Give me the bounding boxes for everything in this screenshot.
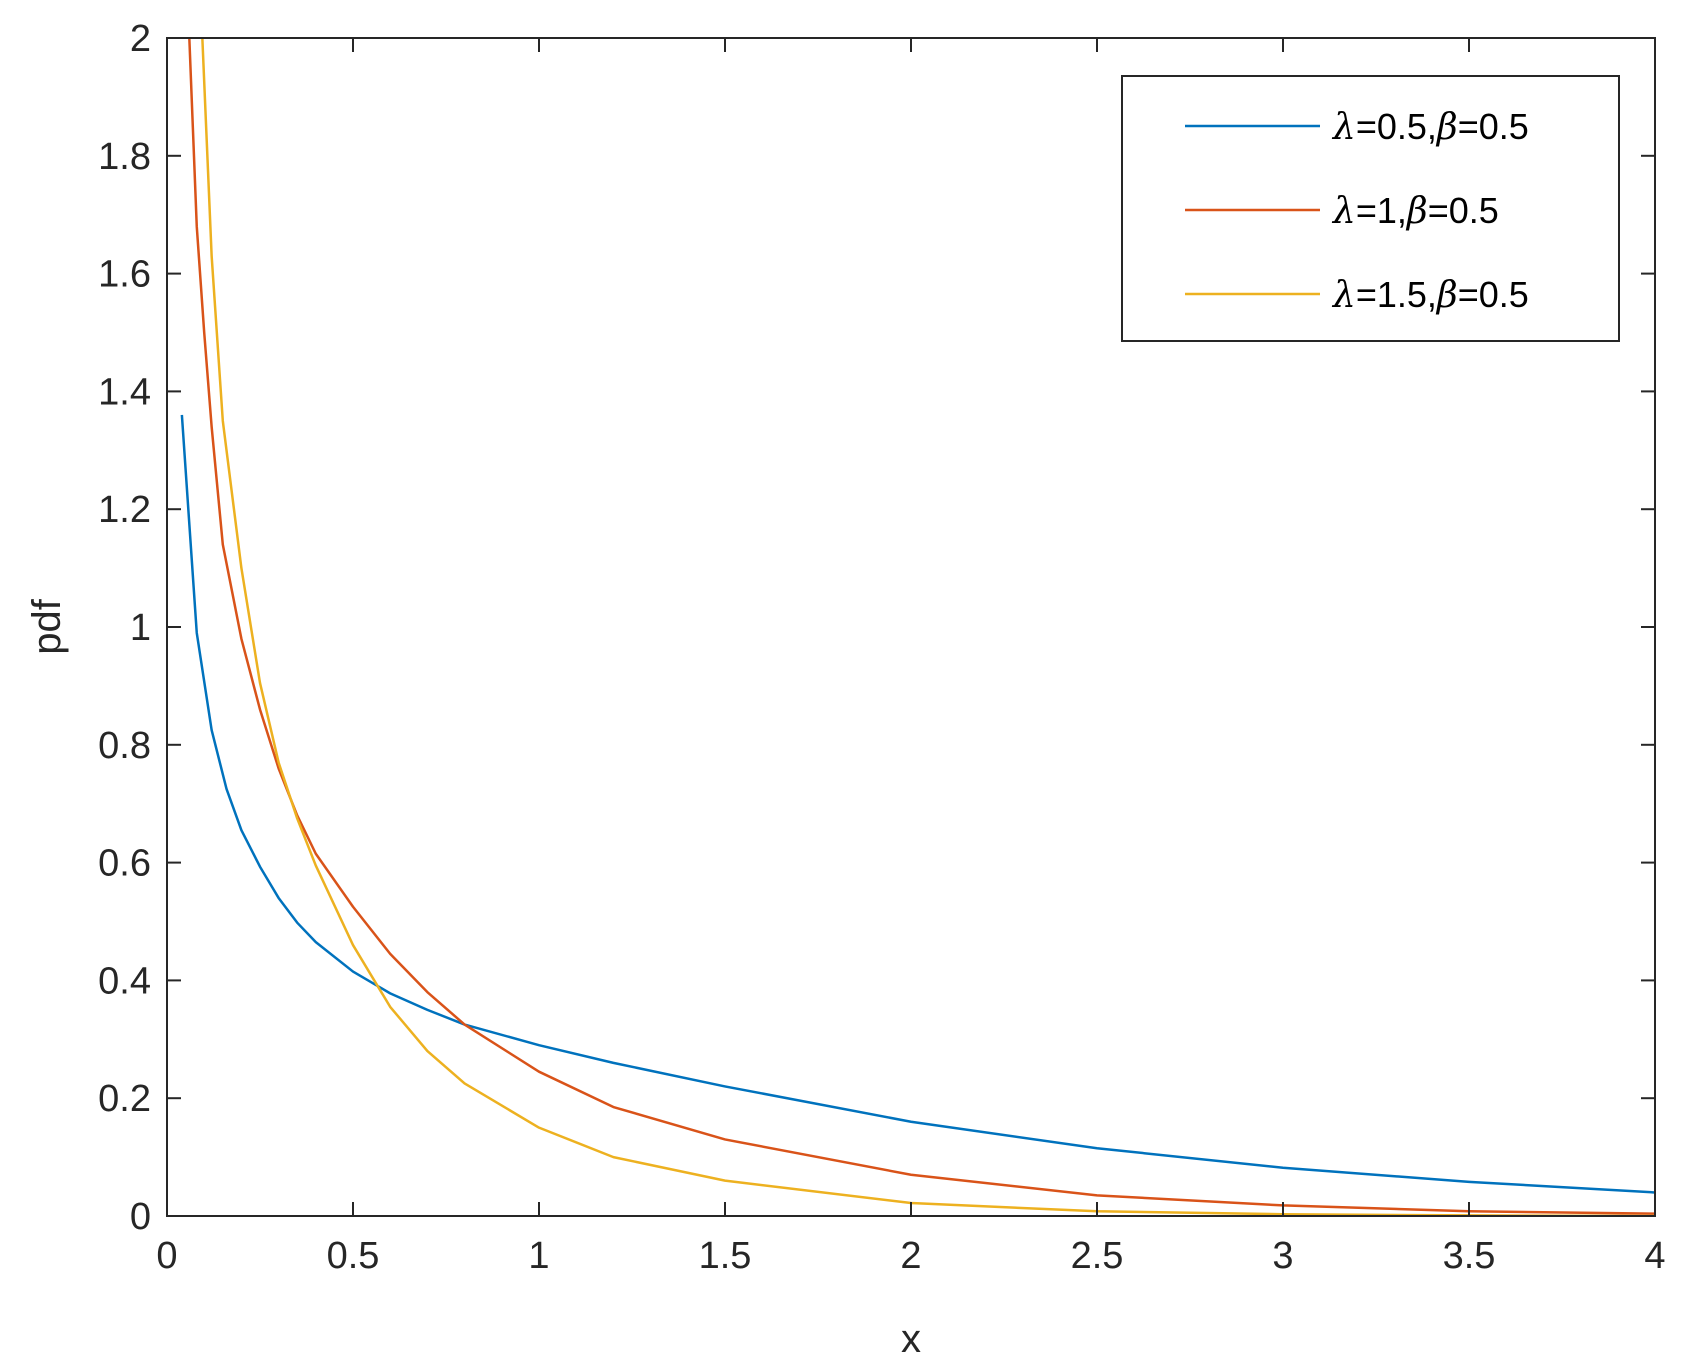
y-axis-title: pdf bbox=[25, 598, 69, 654]
x-tick-label: 4 bbox=[1644, 1235, 1665, 1277]
x-tick-label: 3.5 bbox=[1443, 1235, 1496, 1277]
x-tick-label: 2 bbox=[900, 1235, 921, 1277]
x-tick-label: 3 bbox=[1272, 1235, 1293, 1277]
y-tick-label: 1 bbox=[130, 607, 151, 649]
x-tick-label: 1 bbox=[528, 1235, 549, 1277]
series-line-3 bbox=[201, 38, 1655, 1216]
y-tick-label: 0.8 bbox=[98, 725, 151, 767]
x-tick-label: 1.5 bbox=[699, 1235, 752, 1277]
legend-label-1: λ=0.5,β=0.5 bbox=[1331, 106, 1529, 148]
y-tick-label: 2 bbox=[130, 18, 151, 60]
y-tick-label: 0 bbox=[130, 1196, 151, 1238]
x-axis-title: x bbox=[901, 1317, 921, 1361]
y-tick-label: 1.2 bbox=[98, 489, 151, 531]
series-layer bbox=[180, 38, 1655, 1216]
y-tick-label: 0.6 bbox=[98, 843, 151, 885]
legend: λ=0.5,β=0.5 λ=1,β=0.5 λ=1.5,β=0.5 bbox=[1121, 75, 1620, 342]
series-line-2 bbox=[188, 38, 1655, 1215]
legend-box bbox=[1121, 75, 1620, 342]
legend-label-2: λ=1,β=0.5 bbox=[1331, 190, 1499, 232]
y-tick-label: 1.6 bbox=[98, 254, 151, 296]
y-tick-label: 0.2 bbox=[98, 1078, 151, 1120]
legend-label-3: λ=1.5,β=0.5 bbox=[1331, 274, 1529, 316]
y-tick-label: 0.4 bbox=[98, 960, 151, 1002]
x-tick-label: 0.5 bbox=[327, 1235, 380, 1277]
ticks-layer: 0 0.5 1 1.5 2 2.5 3 3.5 4 0 0.2 0.4 0.6 0.8 1 1.2 1.4 1.6… bbox=[98, 18, 1665, 1277]
y-tick-label: 1.8 bbox=[98, 136, 151, 178]
x-tick-label: 0 bbox=[156, 1235, 177, 1277]
series-line-1 bbox=[180, 414, 1655, 1194]
x-tick-label: 2.5 bbox=[1071, 1235, 1124, 1277]
y-tick-label: 1.4 bbox=[98, 371, 151, 413]
